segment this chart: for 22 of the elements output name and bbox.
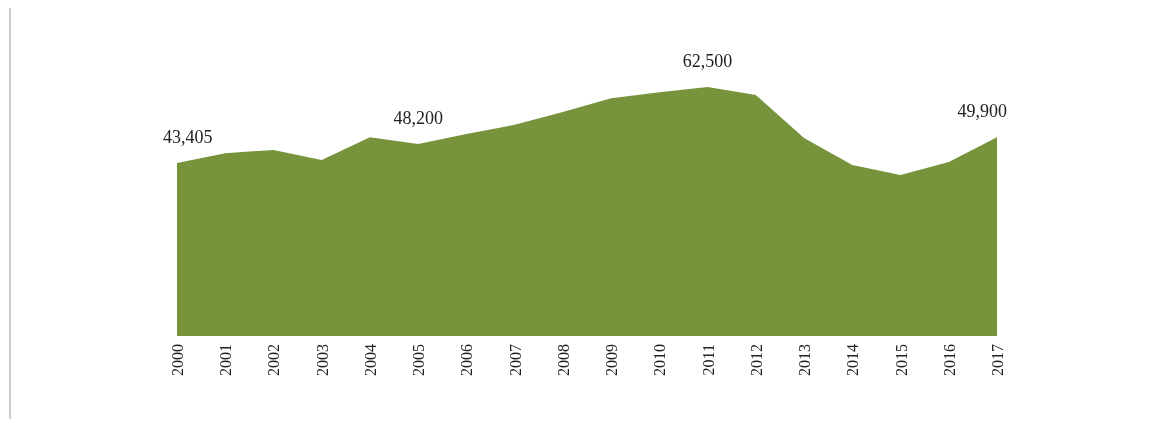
x-tick-label: 2012 [747, 344, 765, 376]
x-tick-label: 2004 [361, 344, 379, 376]
x-tick-label: 2017 [989, 344, 1006, 376]
x-tick-label: 2014 [844, 344, 862, 376]
x-tick-label: 2016 [940, 344, 958, 376]
x-tick-label: 2008 [554, 344, 572, 376]
x-tick-label: 2000 [169, 344, 186, 376]
x-tick-label: 2013 [796, 344, 814, 376]
x-tick-label: 2003 [313, 344, 331, 376]
x-tick-label: 2005 [410, 344, 428, 376]
x-tick-label: 2002 [265, 344, 283, 376]
data-label: 49,900 [957, 101, 1007, 122]
x-tick-label: 2007 [506, 344, 524, 376]
data-label: 62,500 [682, 51, 733, 71]
x-tick-label: 2010 [651, 344, 669, 376]
x-tick-label: 2011 [699, 344, 717, 376]
x-tick-label: 2006 [458, 344, 476, 376]
x-tick-label: 2009 [603, 344, 621, 376]
x-tick-label: 2015 [892, 344, 910, 376]
x-tick-label: 2001 [217, 344, 235, 376]
data-label: 43,405 [163, 127, 213, 148]
data-label: 48,200 [393, 107, 443, 128]
